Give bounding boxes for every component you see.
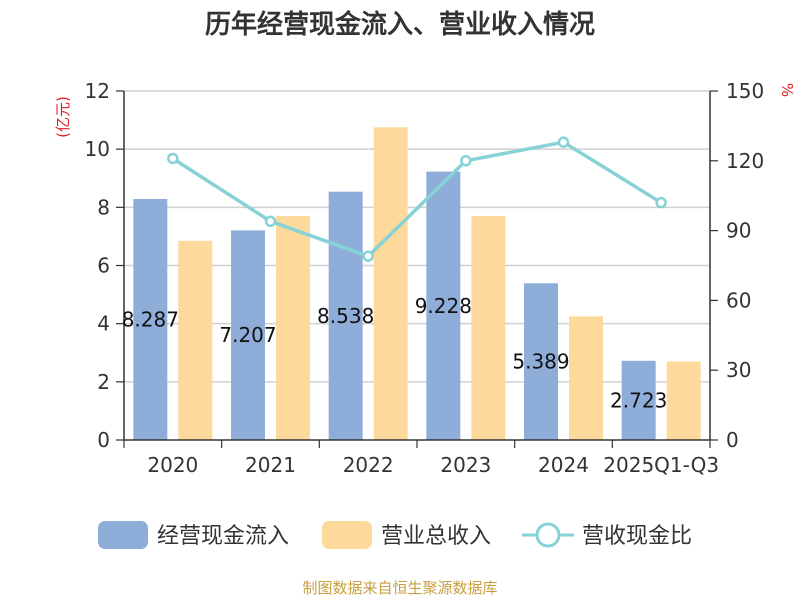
line-point-cash-revenue-ratio	[655, 196, 667, 209]
line-point-cash-revenue-ratio	[167, 152, 179, 165]
left-axis-tick-label: 10	[85, 137, 110, 161]
data-label-cash-inflow: 8.538	[317, 304, 374, 328]
right-axis-tick-label: 60	[726, 288, 751, 312]
x-axis-tick-label: 2021	[245, 453, 296, 477]
right-axis-tick-label: 120	[726, 149, 764, 173]
legend-item-ratio-label: 营收现金比	[582, 524, 692, 549]
right-axis-tick-label: 30	[726, 358, 751, 382]
bar-cash-inflow	[524, 283, 558, 440]
bar-cash-inflow	[621, 360, 656, 440]
line-point-cash-revenue-ratio	[460, 155, 472, 167]
line-point-cash-revenue-ratio	[264, 215, 277, 228]
left-axis-tick-label: 4	[97, 312, 110, 336]
bar-total-revenue	[373, 127, 408, 441]
bar-total-revenue	[471, 216, 506, 440]
data-label-cash-inflow: 2.723	[610, 388, 667, 412]
left-axis-tick-label: 12	[85, 79, 110, 103]
bar-total-revenue	[178, 240, 213, 440]
left-axis-tick-label: 2	[97, 370, 110, 394]
legend-item-cash-inflow-label: 经营现金流入	[157, 524, 289, 549]
left-axis-tick-label: 0	[97, 428, 110, 452]
right-axis-tick-label: 150	[726, 79, 764, 103]
line-point-cash-revenue-ratio	[557, 136, 570, 148]
x-axis-tick-label: 2020	[147, 453, 198, 477]
x-axis-tick-label: 2024	[538, 453, 589, 477]
grid-layer	[124, 90, 710, 383]
right-axis-unit: %	[778, 83, 796, 97]
bar-total-revenue	[569, 316, 603, 440]
bar-cash-inflow	[133, 198, 168, 440]
data-label-cash-inflow: 7.207	[219, 323, 276, 347]
line-cash-revenue-ratio	[171, 140, 663, 258]
line-layer	[167, 136, 667, 262]
right-axis-tick-label: 90	[726, 219, 751, 243]
data-label-cash-inflow: 5.389	[512, 350, 569, 374]
right-axis-tick-label: 0	[726, 428, 739, 452]
x-axis-tick-label: 2022	[343, 453, 394, 477]
data-label-cash-inflow: 9.228	[415, 294, 472, 318]
bar-cash-inflow	[426, 171, 461, 440]
legend-item-ratio-swatch-marker	[535, 522, 561, 548]
bar-total-revenue	[276, 216, 310, 440]
data-label-cash-inflow: 8.287	[122, 307, 179, 331]
bar-cash-inflow	[328, 191, 363, 440]
left-axis-tick-label: 6	[97, 254, 110, 278]
label-layer: 8.287 7.207 8.538 9.228 5.389 2.723	[122, 294, 668, 413]
left-axis-tick-label: 8	[97, 195, 110, 219]
line-point-cash-revenue-ratio	[362, 250, 374, 262]
legend-item-total-revenue-label: 营业总收入	[381, 524, 491, 549]
x-axis-tick-label: 2025Q1-Q3	[603, 453, 719, 477]
legend: 经营现金流入 营业总收入 营收现金比	[98, 521, 692, 549]
source-note: 制图数据来自恒生聚源数据库	[302, 579, 497, 597]
bar-total-revenue	[666, 361, 701, 440]
left-axis-unit: (亿元)	[54, 96, 72, 138]
bar-cash-inflow	[231, 230, 265, 440]
legend-item-cash-inflow-swatch	[98, 521, 148, 549]
legend-item-total-revenue-swatch	[322, 521, 372, 549]
x-axis-tick-label: 2023	[440, 453, 491, 477]
chart-title: 历年经营现金流入、营业收入情况	[205, 9, 595, 40]
bar-layer	[133, 127, 701, 441]
